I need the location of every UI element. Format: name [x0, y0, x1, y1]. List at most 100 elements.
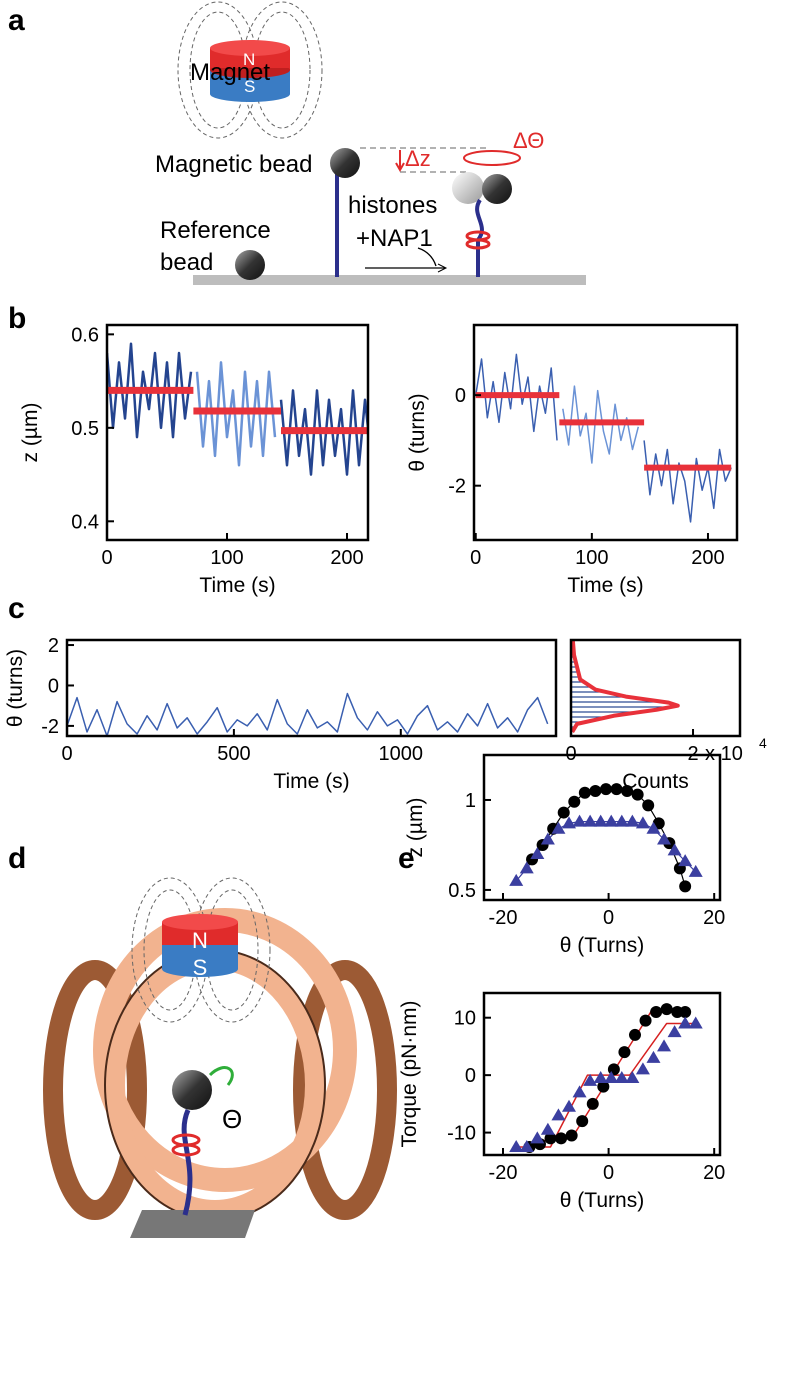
marker [657, 1039, 672, 1052]
x-axis-label: Time (s) [199, 574, 275, 597]
frame [482, 753, 722, 902]
marker [557, 806, 570, 819]
data-line [67, 692, 549, 736]
marker [679, 880, 692, 893]
panel-label: a [8, 4, 25, 37]
y-axis-label: z (µm) [19, 403, 42, 463]
marker [589, 784, 602, 797]
label: Θ [222, 1104, 242, 1134]
marker [646, 821, 661, 834]
x-tick-label: 0 [101, 547, 112, 569]
x-tick-label: 0 [61, 743, 72, 765]
label: histones [348, 192, 437, 219]
marker [660, 1003, 673, 1016]
marker [625, 1071, 640, 1084]
label: Magnet [190, 59, 270, 86]
y-tick-label: 10 [454, 1008, 476, 1030]
x-axis-label: Counts [622, 770, 689, 793]
marker [628, 1028, 641, 1041]
y-tick-label: 0.5 [448, 880, 476, 902]
data-line [518, 1022, 699, 1148]
x-axis-label: Time (s) [567, 574, 643, 597]
y-axis-label: Torque (pN·nm) [398, 1000, 421, 1147]
data-line [195, 361, 277, 467]
y-tick-label: -2 [448, 476, 466, 498]
x-tick-label: -20 [489, 907, 518, 929]
x-tick-label: 100 [575, 547, 608, 569]
plot-area [571, 640, 680, 733]
panel-d-diagram: N S Θ [43, 877, 397, 1238]
x-tick-label: 100 [210, 547, 243, 569]
frame [65, 638, 558, 738]
label: S [193, 955, 208, 980]
x-tick-label: 200 [691, 547, 724, 569]
marker [604, 814, 619, 827]
marker [565, 1129, 578, 1142]
marker [650, 1005, 663, 1018]
plot-area [107, 342, 368, 476]
marker [678, 1016, 693, 1029]
marker [540, 832, 555, 845]
y-tick-label: 0 [465, 1065, 476, 1087]
marker [614, 814, 629, 827]
marker [572, 1085, 587, 1098]
axis-multiplier-exponent: 4 [759, 735, 767, 751]
x-tick-label: 500 [217, 743, 250, 765]
label: ΔΘ [513, 128, 544, 153]
x-tick-label: 200 [330, 547, 363, 569]
marker [642, 799, 655, 812]
y-tick-label: 0 [455, 385, 466, 407]
y-tick-label: 1 [465, 790, 476, 812]
label: bead [160, 249, 213, 276]
x-tick-label: 1000 [379, 743, 424, 765]
axis-multiplier: x 10 [705, 743, 743, 765]
x-axis-label: θ (Turns) [560, 1189, 644, 1212]
x-tick-label: 0 [603, 1162, 614, 1184]
marker [614, 1071, 629, 1084]
y-tick-label: -2 [41, 716, 59, 738]
label: Magnetic bead [155, 151, 312, 178]
marker [625, 814, 640, 827]
y-tick-label: -10 [447, 1123, 476, 1145]
marker [555, 1132, 568, 1145]
marker [667, 1025, 682, 1038]
y-tick-label: 2 [48, 635, 59, 657]
marker [646, 1050, 661, 1063]
marker [568, 795, 581, 808]
marker [519, 861, 534, 874]
y-axis-label: θ (turns) [4, 649, 27, 727]
y-tick-label: 0 [48, 675, 59, 697]
marker [583, 1073, 598, 1086]
panel-a-diagram: Magnet N S Magnetic bead Δz ΔΘ histones … [155, 1, 586, 285]
marker [607, 1063, 620, 1076]
data-line [571, 640, 680, 733]
marker [562, 816, 577, 829]
marker [593, 814, 608, 827]
data-line [107, 342, 193, 439]
marker [639, 1014, 652, 1027]
marker [635, 1062, 650, 1075]
marker [576, 1115, 589, 1128]
chart: -20 0 20 -10 0 10 θ (Turns) Torque (pN·nm) [398, 991, 725, 1212]
marker [597, 1080, 610, 1093]
chart: -20 0 20 0.5 1 θ (Turns) z (µm) [404, 753, 725, 957]
plot-area [475, 353, 732, 523]
data-line [643, 440, 732, 523]
y-tick-label: 0.6 [71, 324, 99, 346]
marker [509, 873, 524, 886]
marker [551, 1108, 566, 1121]
marker [667, 843, 682, 856]
x-tick-label: 20 [703, 907, 725, 929]
x-tick-label: 0 [603, 907, 614, 929]
panel-label: c [8, 592, 25, 625]
marker [530, 846, 545, 859]
label: N [243, 50, 255, 69]
panel-label: b [8, 302, 26, 335]
label: +NAP1 [356, 225, 433, 252]
x-axis-label: Time (s) [273, 770, 349, 793]
plot-area [67, 692, 549, 736]
panel-label: d [8, 842, 26, 875]
